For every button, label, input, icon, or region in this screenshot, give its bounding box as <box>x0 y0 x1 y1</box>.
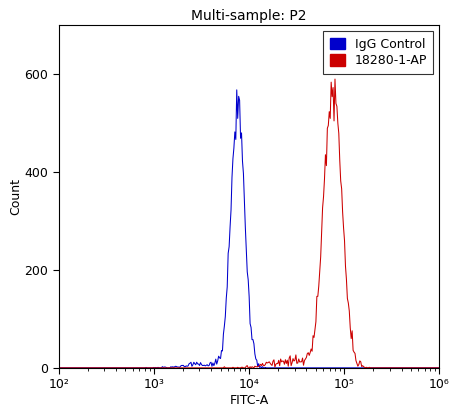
X-axis label: FITC-A: FITC-A <box>230 394 269 407</box>
Title: Multi-sample: P2: Multi-sample: P2 <box>192 8 307 23</box>
Legend: IgG Control, 18280-1-AP: IgG Control, 18280-1-AP <box>323 31 433 74</box>
Y-axis label: Count: Count <box>9 178 22 215</box>
